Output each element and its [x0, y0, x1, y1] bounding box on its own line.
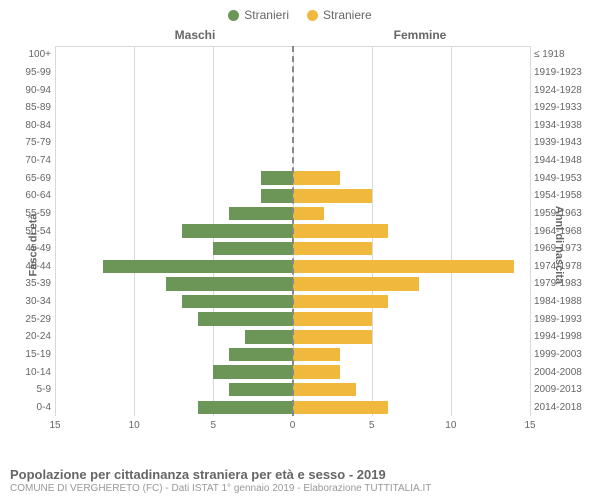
column-headers: Maschi Femmine: [0, 28, 600, 42]
bar-female: [293, 224, 388, 237]
bar-male: [261, 171, 293, 184]
birth-year-label: 2014-2018: [534, 402, 590, 413]
age-label: 40-44: [13, 261, 51, 272]
birth-year-label: 1949-1953: [534, 173, 590, 184]
birth-year-label: 1969-1973: [534, 243, 590, 254]
bar-female: [293, 207, 325, 220]
chart-footer: Popolazione per cittadinanza straniera p…: [10, 467, 590, 494]
gridline: [530, 46, 531, 416]
birth-year-label: 1979-1983: [534, 278, 590, 289]
age-label: 60-64: [13, 190, 51, 201]
legend-item-female: Straniere: [307, 8, 372, 22]
birth-year-label: 1924-1928: [534, 85, 590, 96]
age-label: 65-69: [13, 173, 51, 184]
legend-label-female: Straniere: [323, 8, 372, 22]
bar-female: [293, 365, 341, 378]
bar-female: [293, 260, 515, 273]
birth-year-label: 1994-1998: [534, 331, 590, 342]
x-tick: 15: [49, 420, 60, 431]
birth-year-label: 1919-1923: [534, 67, 590, 78]
age-label: 55-59: [13, 208, 51, 219]
birth-year-label: 1929-1933: [534, 102, 590, 113]
age-label: 95-99: [13, 67, 51, 78]
birth-year-label: 1989-1993: [534, 314, 590, 325]
age-label: 35-39: [13, 278, 51, 289]
bar-female: [293, 295, 388, 308]
bar-female: [293, 171, 341, 184]
x-tick: 10: [129, 420, 140, 431]
bar-female: [293, 330, 372, 343]
bar-male: [166, 277, 293, 290]
legend-item-male: Stranieri: [228, 8, 289, 22]
age-label: 45-49: [13, 243, 51, 254]
bar-male: [198, 401, 293, 414]
x-tick: 10: [445, 420, 456, 431]
x-tick: 15: [524, 420, 535, 431]
age-label: 50-54: [13, 226, 51, 237]
bar-male: [213, 242, 292, 255]
age-label: 85-89: [13, 102, 51, 113]
bar-male: [182, 295, 293, 308]
birth-year-label: 1974-1978: [534, 261, 590, 272]
age-label: 5-9: [13, 384, 51, 395]
x-axis: 15105051015: [55, 420, 530, 434]
bar-male: [229, 348, 292, 361]
birth-year-label: 1939-1943: [534, 137, 590, 148]
age-label: 100+: [13, 49, 51, 60]
header-male: Maschi: [50, 28, 290, 42]
age-label: 90-94: [13, 85, 51, 96]
x-tick: 0: [290, 420, 296, 431]
bar-female: [293, 242, 372, 255]
bar-male: [198, 312, 293, 325]
bar-female: [293, 401, 388, 414]
bar-female: [293, 312, 372, 325]
header-female: Femmine: [290, 28, 530, 42]
legend-label-male: Stranieri: [244, 8, 289, 22]
x-tick: 5: [369, 420, 375, 431]
bar-male: [245, 330, 293, 343]
chart-area: Fasce di età Anni di nascita 100+≤ 19189…: [0, 46, 600, 444]
age-label: 10-14: [13, 367, 51, 378]
bar-male: [103, 260, 293, 273]
bar-female: [293, 277, 420, 290]
age-label: 0-4: [13, 402, 51, 413]
bar-male: [182, 224, 293, 237]
birth-year-label: 1944-1948: [534, 155, 590, 166]
birth-year-label: 1934-1938: [534, 120, 590, 131]
legend: Stranieri Straniere: [0, 0, 600, 22]
bar-male: [229, 207, 292, 220]
birth-year-label: 2009-2013: [534, 384, 590, 395]
legend-swatch-male: [228, 10, 239, 21]
bar-female: [293, 189, 372, 202]
birth-year-label: 1959-1963: [534, 208, 590, 219]
age-label: 75-79: [13, 137, 51, 148]
age-label: 80-84: [13, 120, 51, 131]
bar-male: [229, 383, 292, 396]
plot: 100+≤ 191895-991919-192390-941924-192885…: [55, 46, 530, 416]
birth-year-label: ≤ 1918: [534, 49, 590, 60]
center-line: [292, 46, 294, 416]
bar-female: [293, 348, 341, 361]
bar-male: [213, 365, 292, 378]
chart-subtitle: COMUNE DI VERGHERETO (FC) - Dati ISTAT 1…: [10, 483, 590, 494]
bar-male: [261, 189, 293, 202]
age-label: 20-24: [13, 331, 51, 342]
birth-year-label: 1984-1988: [534, 296, 590, 307]
birth-year-label: 1999-2003: [534, 349, 590, 360]
chart-container: Stranieri Straniere Maschi Femmine Fasce…: [0, 0, 600, 500]
chart-title: Popolazione per cittadinanza straniera p…: [10, 467, 590, 482]
birth-year-label: 1954-1958: [534, 190, 590, 201]
birth-year-label: 1964-1968: [534, 226, 590, 237]
age-label: 15-19: [13, 349, 51, 360]
bar-female: [293, 383, 356, 396]
age-label: 25-29: [13, 314, 51, 325]
x-tick: 5: [211, 420, 217, 431]
birth-year-label: 2004-2008: [534, 367, 590, 378]
age-label: 70-74: [13, 155, 51, 166]
legend-swatch-female: [307, 10, 318, 21]
age-label: 30-34: [13, 296, 51, 307]
